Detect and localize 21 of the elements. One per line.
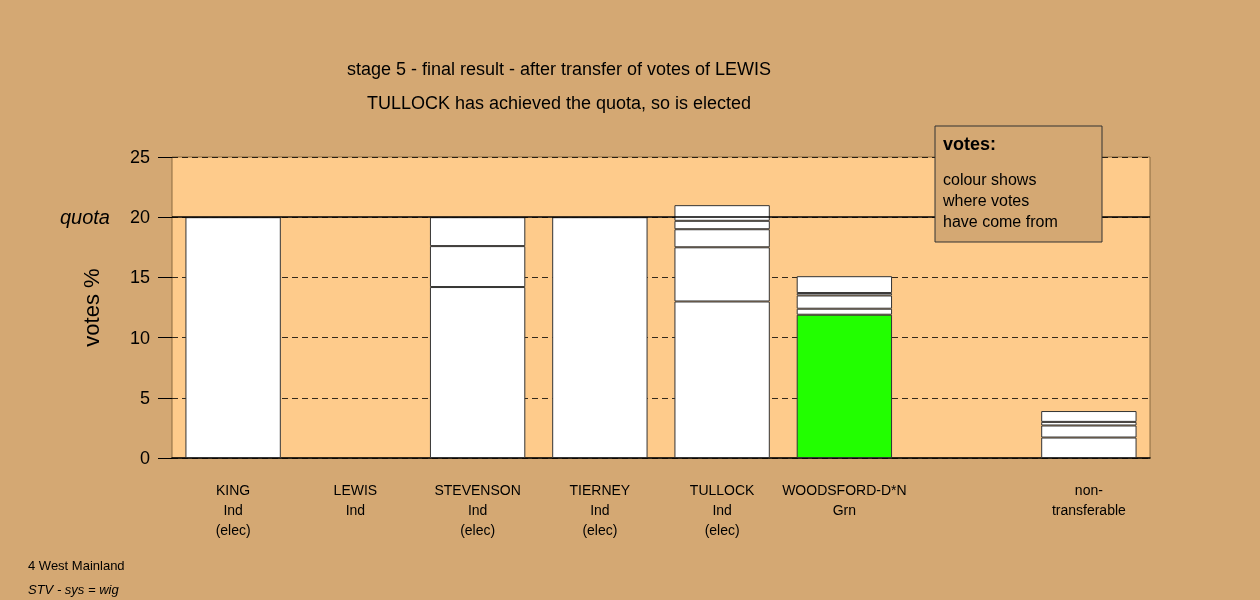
x-tick-label: TULLOCK Ind (elec) (689, 482, 756, 538)
chart-subtitle: TULLOCK has achieved the quota, so is elected (366, 93, 752, 113)
y-tick-label: 20 (129, 207, 150, 228)
x-tick-label: STEVENSON Ind (elec) (434, 482, 521, 538)
x-tick-label: WOODSFORD-D*N Grn (782, 482, 907, 518)
y-tick-label: 15 (129, 267, 150, 288)
y-tick-label: 5 (139, 387, 150, 408)
x-tick-label: KING Ind (elec) (215, 482, 251, 538)
y-tick-label: 0 (139, 448, 150, 468)
y-tick-label: 10 (129, 327, 150, 348)
chart-title: stage 5 - final result - after transfer of votes of LEWIS (346, 59, 772, 79)
text: votes: (943, 134, 997, 154)
x-tick-label: non- transferable (1051, 482, 1127, 518)
ref-line-label: quota (59, 206, 110, 229)
x-tick-label: TIERNEY Ind (elec) (569, 482, 631, 538)
text: STV - sys = wig (28, 582, 120, 597)
text: 4 West Mainland (28, 558, 125, 573)
annotation: colour shows where votes have come from (942, 171, 1058, 230)
y-tick-label: 25 (129, 147, 150, 167)
x-tick-label: LEWIS Ind (333, 482, 378, 518)
y-axis-title: votes % (78, 268, 104, 347)
